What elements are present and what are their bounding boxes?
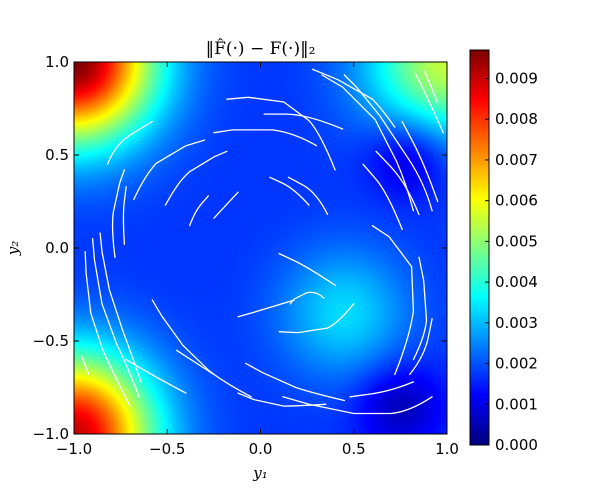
y-tick-label: 0.5 [45,146,69,164]
streamline-29 [412,256,428,361]
streamline-28 [371,225,415,376]
streamline-11 [269,176,310,206]
streamline-1 [133,139,206,201]
streamline-18 [289,291,325,305]
streamline-10 [213,191,239,219]
streamline-24 [375,150,420,216]
y-axis-label: y₂ [4,241,22,257]
streamline-22 [343,74,433,212]
heatmap-field [74,62,447,434]
x-axis-label: y₁ [252,464,268,482]
streamline-19 [278,303,355,334]
y-tick-label: 0.0 [45,239,69,257]
colorbar-axis: 0.009 0.008 0.007 0.006 0.005 0.004 0.003 0.002… [485,70,538,454]
colorbar-tick-label: 0.004 [495,273,538,291]
streamline-layer [80,68,444,415]
streamline-34 [237,392,327,407]
x-tick-label: −0.5 [149,440,185,458]
colorbar-tick-label: 0.000 [495,436,538,454]
colorbar-gradient [470,50,489,445]
colorbar-tick-label: 0.005 [495,232,538,250]
streamline-15 [263,113,344,130]
streamline-7 [84,251,131,407]
x-axis: −1.0 −0.5 0.0 0.5 1.0 [56,62,459,458]
streamline-16 [278,252,336,286]
streamline-37 [349,381,415,398]
streamline-32 [125,358,187,394]
colorbar-frame [469,49,490,446]
chart-title: ‖F̂(·) − F(·)‖₂ [206,39,316,59]
streamline-12 [287,176,329,216]
streamline-36 [282,396,433,415]
y-axis: 1.0 0.5 0.0 −0.5 −1.0 [33,53,447,443]
streamline-26 [414,72,444,134]
y-tick-label: −0.5 [33,332,69,350]
colorbar-tick-label: 0.007 [495,151,538,169]
colorbar-tick-label: 0.009 [495,70,538,88]
streamline-20 [312,68,396,128]
streamline-35 [244,362,346,402]
streamline-4 [122,185,127,245]
y-tick-label: 1.0 [45,53,69,71]
streamline-21 [321,74,415,212]
colorbar-tick-label: 0.003 [495,314,538,332]
streamline-17 [237,299,295,318]
plot-area [74,62,447,434]
streamline-0 [164,150,228,206]
colorbar-tick-label: 0.001 [495,395,538,413]
streamline-2 [106,120,153,165]
streamline-33 [175,349,215,376]
y-tick-label: −1.0 [33,425,69,443]
streamline-8 [80,355,90,376]
colorbar-tick-label: 0.006 [495,192,538,210]
x-tick-label: 1.0 [435,440,459,458]
streamline-14 [213,129,318,147]
streamline-6 [91,238,140,398]
colorbar-tick-label: 0.008 [495,110,538,128]
x-tick-label: 0.5 [342,440,366,458]
streamline-23 [362,163,403,231]
streamline-31 [151,299,252,398]
streamline-3 [111,169,126,258]
colorbar-tick-label: 0.002 [495,355,538,373]
streamline-9 [188,195,209,227]
x-tick-label: −1.0 [56,440,92,458]
streamline-30 [409,318,433,376]
x-tick-label: 0.0 [249,440,273,458]
streamline-13 [226,96,336,171]
streamline-5 [99,232,142,383]
streamline-27 [423,70,439,104]
streamline-25 [401,120,439,203]
